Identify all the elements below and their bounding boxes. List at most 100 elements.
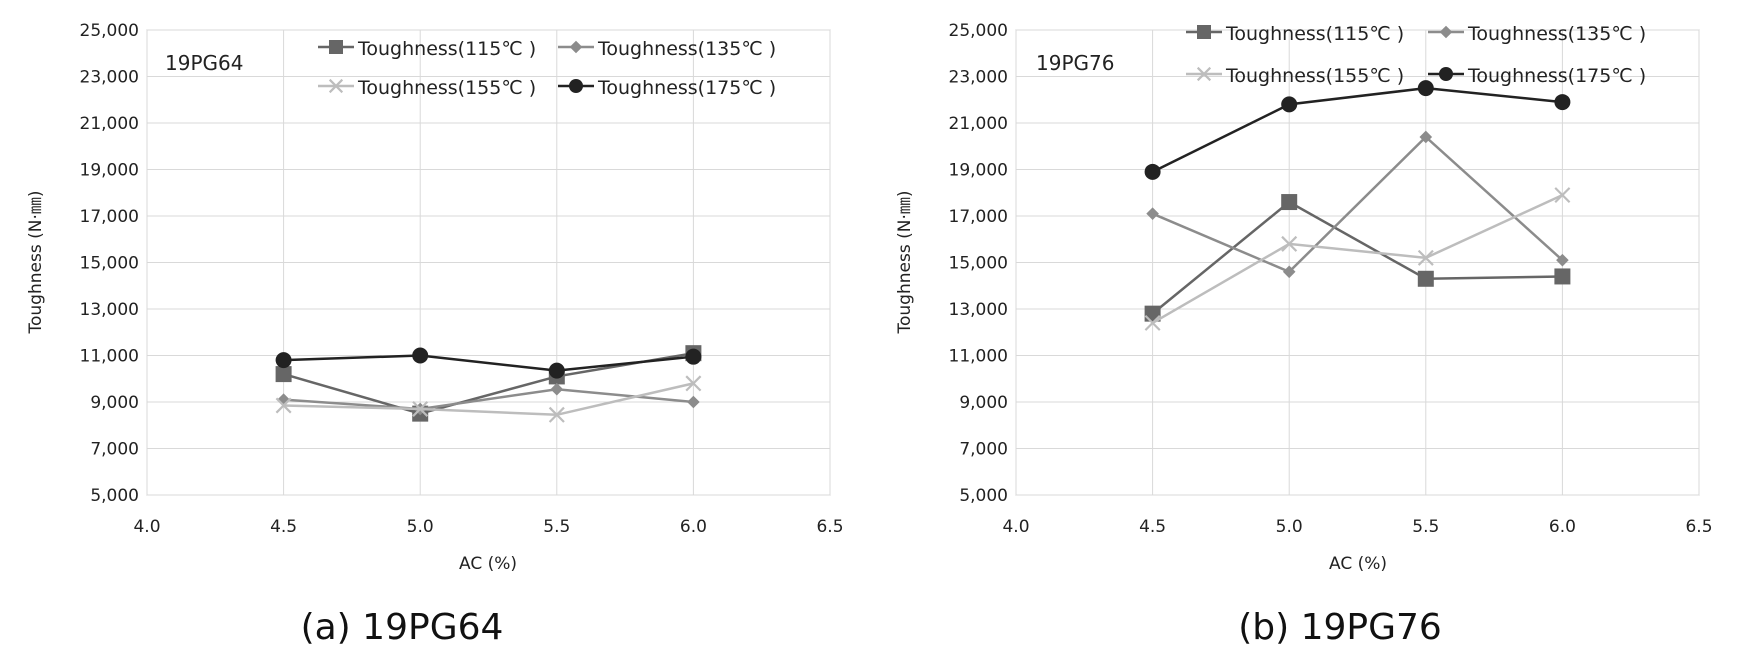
legend-item: Toughness(115℃ ) <box>1186 23 1404 45</box>
y-tick-labels: 5,000 7,000 9,000 11,000 13,000 15,000 17,000 1… <box>80 21 139 506</box>
y-tick-label: 9,000 <box>90 393 139 413</box>
data-point <box>1281 96 1298 113</box>
data-point <box>685 375 702 392</box>
data-point <box>1554 187 1571 204</box>
legend-label: Toughness(175℃ ) <box>597 77 776 99</box>
y-tick-label: 19,000 <box>80 161 139 181</box>
y-tick-label: 5,000 <box>959 486 1008 506</box>
legend-item: Toughness(175℃ ) <box>1428 65 1646 87</box>
legend-item: Toughness(155℃ ) <box>318 77 536 99</box>
y-tick-label: 15,000 <box>949 254 1008 274</box>
series-x <box>275 375 702 423</box>
legend-marker <box>329 40 343 54</box>
data-point <box>412 400 429 417</box>
y-tick-label: 21,000 <box>80 114 139 134</box>
y-tick-labels: 5,000 7,000 9,000 11,000 13,000 15,000 17,000 1… <box>949 21 1008 506</box>
chart-title: 19PG76 <box>1036 51 1114 75</box>
figure-caption: (b) 19PG76 <box>1238 607 1442 648</box>
y-tick-label: 25,000 <box>949 21 1008 41</box>
x-tick-label: 6.5 <box>816 517 843 537</box>
series-line <box>283 354 694 372</box>
y-axis-title: Toughness (N·㎜) <box>26 191 46 335</box>
data-point <box>1554 94 1571 111</box>
legend-label: Toughness(175℃ ) <box>1467 65 1646 87</box>
x-tick-labels: 4.0 4.5 5.0 5.5 6.0 6.5 <box>133 517 843 537</box>
x-tick-label: 6.0 <box>680 517 707 537</box>
x-tick-label: 4.0 <box>133 517 160 537</box>
y-tick-label: 23,000 <box>949 68 1008 88</box>
x-tick-label: 4.5 <box>270 517 297 537</box>
x-tick-label: 6.0 <box>1549 517 1576 537</box>
chart-panel-b: 5,000 7,000 9,000 11,000 13,000 15,000 17,000 1… <box>895 21 1713 648</box>
series-diamond <box>277 382 700 416</box>
y-tick-label: 7,000 <box>90 440 139 460</box>
data-point <box>548 406 565 423</box>
y-tick-label: 11,000 <box>949 347 1008 367</box>
data-point <box>1144 314 1161 331</box>
series-square <box>1144 194 1571 322</box>
series-diamond <box>1146 130 1569 279</box>
data-point <box>1281 194 1298 211</box>
data-point <box>275 352 292 369</box>
data-point <box>1419 130 1433 144</box>
y-tick-label: 13,000 <box>80 300 139 320</box>
y-tick-label: 17,000 <box>949 207 1008 227</box>
data-point <box>1281 235 1298 252</box>
legend-item: Toughness(135℃ ) <box>1428 23 1646 45</box>
data-series <box>1144 80 1571 331</box>
legend: Toughness(115℃ ) Toughness(135℃ ) Toughnes… <box>1186 23 1646 87</box>
x-axis-title: AC (%) <box>459 554 517 574</box>
x-axis-title: AC (%) <box>1329 554 1387 574</box>
legend: Toughness(115℃ ) Toughness(135℃ ) Toughnes… <box>318 38 776 99</box>
y-axis-title: Toughness (N·㎜) <box>895 191 915 335</box>
series-line <box>283 382 694 417</box>
x-tick-label: 5.0 <box>407 517 434 537</box>
data-point <box>275 366 292 383</box>
y-tick-label: 11,000 <box>80 347 139 367</box>
data-point <box>1144 163 1161 180</box>
legend-marker <box>569 40 583 54</box>
series-circle <box>1144 80 1571 180</box>
x-tick-label: 6.5 <box>1685 517 1712 537</box>
data-point <box>1417 80 1434 97</box>
series-line <box>1151 200 1563 315</box>
y-tick-label: 25,000 <box>80 21 139 41</box>
legend-marker <box>1196 66 1212 82</box>
data-point <box>685 348 702 365</box>
y-tick-label: 7,000 <box>959 440 1008 460</box>
chart-panel-a: 5,000 7,000 9,000 11,000 13,000 15,000 17,000 1… <box>26 21 844 648</box>
x-tick-label: 4.0 <box>1002 517 1029 537</box>
data-point <box>1146 207 1159 220</box>
series-circle <box>275 347 702 379</box>
data-point <box>412 347 429 364</box>
series-line <box>1152 135 1564 274</box>
y-tick-label: 19,000 <box>949 161 1008 181</box>
legend-marker <box>1439 67 1453 81</box>
x-tick-label: 5.5 <box>1412 517 1439 537</box>
legend-marker <box>1197 25 1211 39</box>
y-tick-label: 13,000 <box>949 300 1008 320</box>
legend-label: Toughness(135℃ ) <box>1467 23 1646 45</box>
data-point <box>275 397 292 414</box>
legend-marker <box>1439 25 1453 39</box>
data-series <box>275 345 702 423</box>
x-tick-label: 4.5 <box>1139 517 1166 537</box>
data-point <box>1556 253 1569 267</box>
data-point <box>1417 249 1434 266</box>
data-point <box>1282 265 1296 279</box>
legend-label: Toughness(155℃ ) <box>1225 65 1404 87</box>
legend-item: Toughness(175℃ ) <box>558 77 776 99</box>
series-line <box>1151 193 1563 325</box>
legend-item: Toughness(135℃ ) <box>558 38 776 60</box>
series-line <box>1152 86 1563 173</box>
legend-label: Toughness(155℃ ) <box>357 77 536 99</box>
data-point <box>1417 270 1434 287</box>
series-x <box>1144 187 1571 331</box>
y-tick-label: 17,000 <box>80 207 139 227</box>
x-tick-label: 5.5 <box>543 517 570 537</box>
chart-title: 19PG64 <box>165 51 243 75</box>
figure-caption: (a) 19PG64 <box>301 607 504 648</box>
data-point <box>687 395 700 409</box>
data-point <box>277 393 290 406</box>
